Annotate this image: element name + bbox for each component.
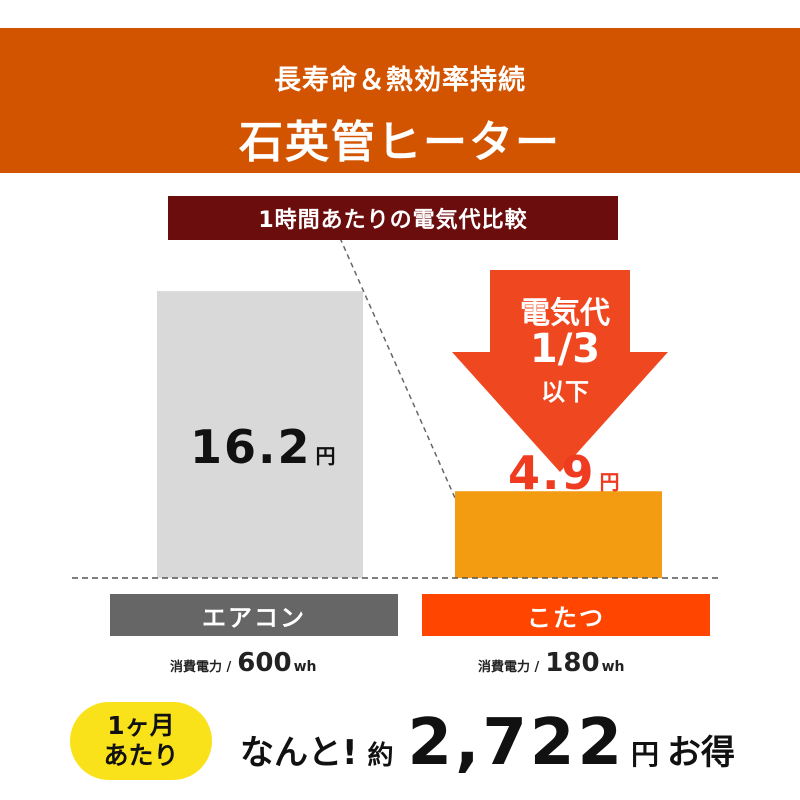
savings-approx: 約: [367, 741, 394, 771]
power-kotatsu: 消費電力 / 180 wh: [478, 648, 624, 678]
savings-suffix: お得: [666, 733, 735, 773]
arrow-line2: 1/3: [529, 326, 601, 372]
power-value-aircon: 600: [237, 648, 292, 678]
bar-aircon: [157, 291, 363, 578]
badge-line2: あたり: [103, 741, 179, 770]
comparison-label: 1時間あたりの電気代比較: [168, 196, 618, 240]
savings-amount: 2,722: [407, 706, 625, 780]
monthly-badge: 1ヶ月 あたり: [70, 702, 212, 780]
savings-unit: 円: [630, 738, 659, 771]
bar-value-aircon: 16.2: [190, 420, 312, 474]
bar-unit-aircon: 円: [315, 444, 338, 468]
savings-prefix: なんと!: [240, 733, 358, 773]
bar-label-aircon: 16.2 円: [190, 420, 338, 474]
bar-label-kotatsu: 4.9 円: [508, 446, 622, 500]
category-aircon: エアコン: [110, 594, 398, 636]
power-label-aircon: 消費電力 /: [170, 660, 232, 675]
power-unit-kotatsu: wh: [601, 659, 625, 675]
dashed-connector: [339, 237, 456, 499]
bar-unit-kotatsu: 円: [599, 470, 622, 494]
power-unit-aircon: wh: [293, 659, 317, 675]
badge-line1: 1ヶ月: [107, 711, 175, 740]
arrow-line3: 以下: [541, 378, 589, 406]
power-aircon: 消費電力 / 600 wh: [170, 648, 316, 678]
header-banner: 長寿命＆熱効率持続 石英管ヒーター: [0, 28, 800, 173]
power-label-kotatsu: 消費電力 /: [478, 660, 540, 675]
banner-title: 石英管ヒーター: [239, 117, 561, 168]
savings-text: なんと! 約 2,722 円 お得: [240, 706, 735, 780]
category-kotatsu: こたつ: [422, 594, 710, 636]
bar-kotatsu: [455, 491, 662, 578]
power-value-kotatsu: 180: [545, 648, 600, 678]
bar-value-kotatsu: 4.9: [508, 446, 596, 500]
down-arrow-icon: [452, 270, 668, 472]
banner-subtitle: 長寿命＆熱効率持続: [274, 65, 526, 96]
arrow-line1: 電気代: [520, 296, 610, 331]
